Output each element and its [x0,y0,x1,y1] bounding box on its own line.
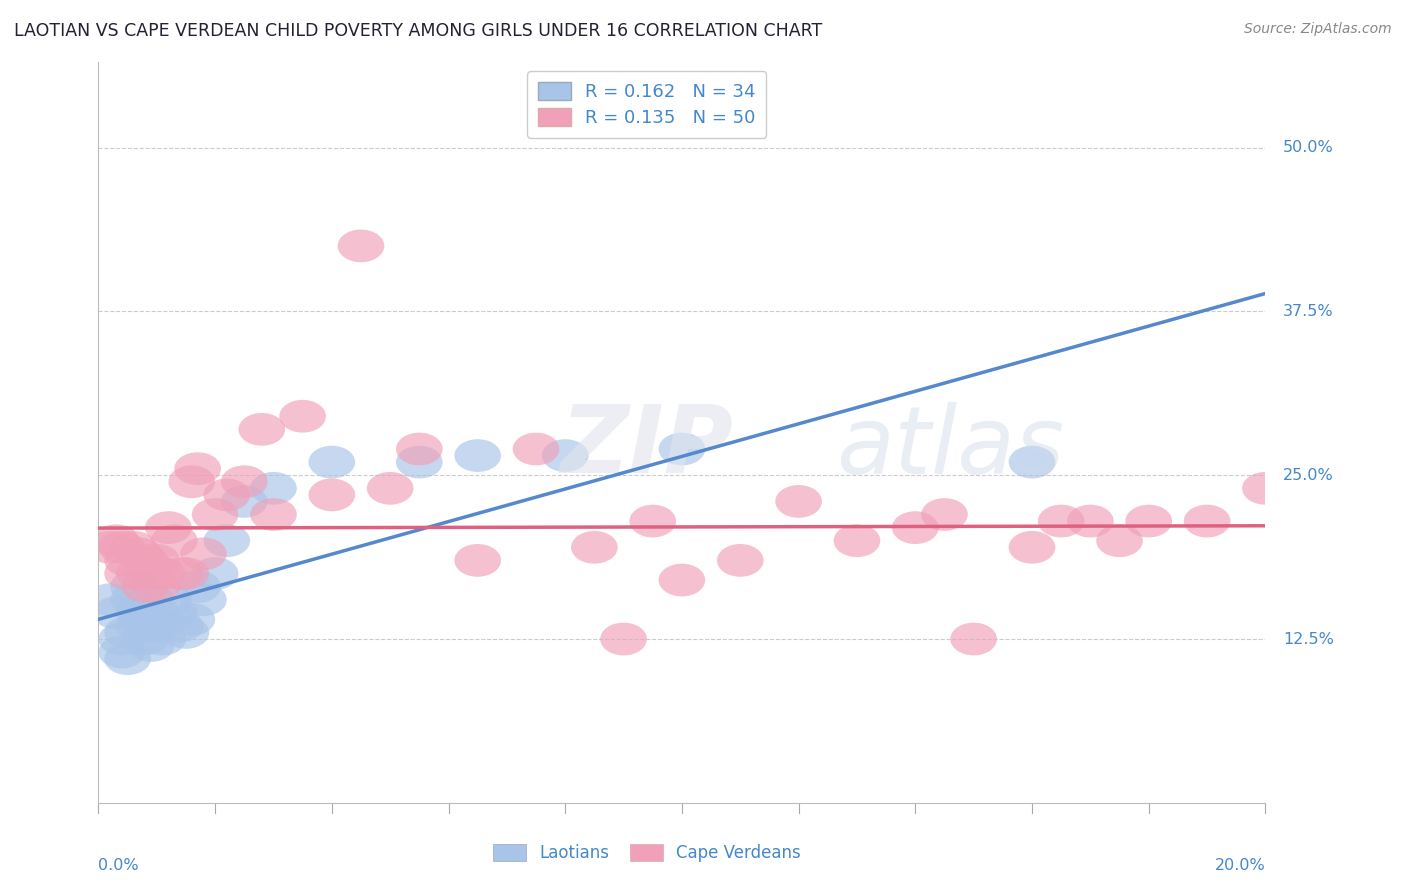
Legend: Laotians, Cape Verdeans: Laotians, Cape Verdeans [486,837,807,869]
Text: LAOTIAN VS CAPE VERDEAN CHILD POVERTY AMONG GIRLS UNDER 16 CORRELATION CHART: LAOTIAN VS CAPE VERDEAN CHILD POVERTY AM… [14,22,823,40]
Text: 0.0%: 0.0% [98,858,139,873]
Text: 50.0%: 50.0% [1282,140,1334,155]
Text: 25.0%: 25.0% [1282,467,1334,483]
Text: Source: ZipAtlas.com: Source: ZipAtlas.com [1244,22,1392,37]
Text: 37.5%: 37.5% [1282,304,1333,319]
Text: 12.5%: 12.5% [1282,632,1334,647]
Text: 20.0%: 20.0% [1215,858,1265,873]
Text: ZIP: ZIP [561,401,734,493]
Text: atlas: atlas [837,402,1064,493]
